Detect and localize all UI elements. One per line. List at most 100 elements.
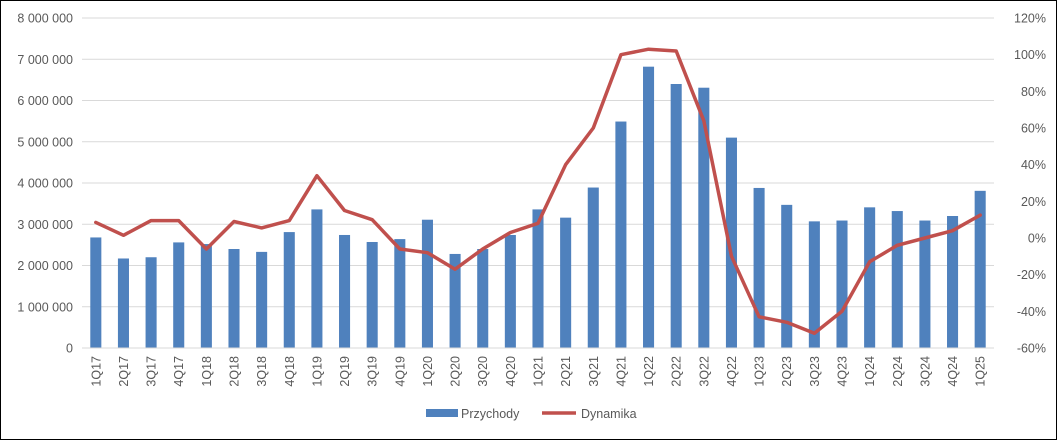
bar-2Q23 bbox=[781, 204, 793, 348]
point-4Q22 bbox=[730, 255, 733, 258]
point-3Q24 bbox=[923, 236, 927, 240]
bar-3Q18 bbox=[256, 251, 268, 348]
point-2Q23 bbox=[785, 321, 788, 324]
point-3Q17 bbox=[149, 219, 153, 222]
left-axis: 0 1 000 000 2 000 000 3 000 000 4 000 000 5 0… bbox=[17, 12, 73, 356]
point-4Q20 bbox=[509, 231, 512, 234]
point-2Q21 bbox=[564, 163, 567, 166]
bar-3Q17 bbox=[145, 257, 157, 348]
bar-4Q19 bbox=[394, 239, 406, 348]
point-3Q21 bbox=[592, 126, 595, 130]
y-left-tick-label: 8 000 000 bbox=[17, 12, 73, 26]
bar-4Q24 bbox=[947, 216, 959, 348]
bar-3Q21 bbox=[587, 187, 599, 348]
bar-1Q25 bbox=[974, 190, 986, 348]
x-tick-label: 1Q20 bbox=[421, 356, 435, 387]
y-left-tick-label: 2 000 000 bbox=[17, 259, 73, 273]
bar-1Q17 bbox=[90, 237, 102, 348]
right-axis: -60% -40% -20% 0% 20% 40% 60% 80% 100% 120% bbox=[1014, 12, 1046, 356]
x-tick-label: 3Q23 bbox=[808, 356, 822, 387]
y-right-tick-label: 100% bbox=[1014, 48, 1046, 62]
point-3Q20 bbox=[481, 247, 484, 251]
y-left-tick-label: 0 bbox=[66, 342, 73, 356]
bar-2Q17 bbox=[117, 258, 129, 348]
point-4Q17 bbox=[177, 219, 180, 222]
point-3Q18 bbox=[260, 226, 263, 230]
x-tick-label: 1Q19 bbox=[310, 356, 324, 387]
y-right-tick-label: 40% bbox=[1021, 158, 1046, 172]
point-2Q22 bbox=[674, 49, 678, 53]
point-1Q19 bbox=[315, 174, 319, 177]
bar-3Q20 bbox=[477, 249, 489, 348]
point-3Q19 bbox=[370, 218, 374, 221]
x-tick-label: 2Q21 bbox=[559, 356, 573, 387]
point-1Q23 bbox=[757, 315, 761, 319]
y-left-tick-label: 3 000 000 bbox=[17, 218, 73, 232]
line-series-dynamika bbox=[94, 47, 982, 336]
bar-1Q20 bbox=[421, 219, 433, 348]
y-right-tick-label: -60% bbox=[1017, 342, 1046, 356]
x-tick-label: 4Q19 bbox=[393, 356, 407, 387]
point-1Q17 bbox=[94, 221, 98, 224]
bar-1Q18 bbox=[200, 244, 212, 348]
bar-1Q22 bbox=[643, 66, 655, 349]
bar-2Q19 bbox=[339, 234, 351, 348]
point-2Q18 bbox=[232, 220, 236, 223]
bar-3Q19 bbox=[366, 241, 378, 348]
bar-1Q21 bbox=[532, 209, 544, 348]
point-1Q24 bbox=[868, 260, 871, 264]
bar-2Q21 bbox=[560, 217, 572, 348]
x-tick-label: 3Q22 bbox=[697, 356, 711, 387]
point-1Q25 bbox=[978, 213, 982, 217]
legend: Przychody Dynamika bbox=[426, 407, 637, 421]
y-right-tick-label: 120% bbox=[1014, 12, 1046, 26]
point-4Q21 bbox=[619, 53, 623, 56]
x-tick-label: 3Q24 bbox=[918, 356, 932, 387]
point-4Q23 bbox=[840, 310, 844, 313]
x-tick-label: 4Q21 bbox=[614, 356, 628, 387]
point-2Q17 bbox=[122, 234, 125, 237]
x-tick-label: 1Q18 bbox=[200, 356, 214, 387]
point-1Q21 bbox=[536, 222, 540, 225]
y-right-tick-label: 60% bbox=[1021, 122, 1046, 136]
bar-series-przychody bbox=[90, 66, 986, 349]
point-1Q20 bbox=[426, 251, 429, 254]
bar-3Q22 bbox=[698, 87, 710, 349]
y-right-tick-label: 20% bbox=[1021, 195, 1046, 209]
bar-4Q20 bbox=[504, 234, 516, 348]
x-tick-label: 1Q22 bbox=[642, 356, 656, 387]
point-2Q20 bbox=[453, 267, 457, 271]
legend-swatch-przychody bbox=[426, 409, 458, 417]
y-right-tick-label: -40% bbox=[1017, 305, 1046, 319]
x-tick-label: 2Q20 bbox=[449, 356, 463, 387]
legend-label-przychody: Przychody bbox=[461, 407, 520, 421]
x-tick-label: 2Q17 bbox=[117, 356, 131, 387]
bar-2Q24 bbox=[891, 211, 903, 348]
bar-4Q21 bbox=[615, 121, 627, 348]
point-4Q18 bbox=[288, 219, 291, 222]
x-tick-label: 4Q18 bbox=[283, 356, 297, 387]
bar-3Q23 bbox=[808, 221, 820, 348]
y-right-tick-label: -20% bbox=[1017, 268, 1046, 282]
y-left-tick-label: 5 000 000 bbox=[17, 135, 73, 149]
x-tick-label: 3Q21 bbox=[587, 356, 601, 387]
x-tick-label: 4Q17 bbox=[172, 356, 186, 387]
x-tick-label: 2Q19 bbox=[338, 356, 352, 387]
y-left-tick-label: 1 000 000 bbox=[17, 300, 73, 314]
bar-2Q18 bbox=[228, 249, 240, 348]
x-tick-label: 2Q22 bbox=[670, 356, 684, 387]
x-tick-label: 1Q17 bbox=[89, 356, 103, 387]
x-tick-label: 4Q23 bbox=[836, 356, 850, 387]
point-4Q19 bbox=[398, 247, 402, 251]
bar-4Q23 bbox=[836, 220, 848, 348]
y-left-tick-label: 6 000 000 bbox=[17, 94, 73, 108]
x-axis: 1Q17 2Q17 3Q17 4Q17 1Q18 2Q18 3Q18 4Q18 1Q19 2Q19… bbox=[82, 347, 994, 387]
bar-4Q17 bbox=[173, 242, 185, 348]
point-2Q19 bbox=[343, 209, 346, 212]
point-4Q24 bbox=[951, 229, 954, 232]
x-tick-label: 2Q24 bbox=[891, 356, 905, 387]
point-2Q24 bbox=[896, 244, 899, 247]
y-left-tick-label: 4 000 000 bbox=[17, 177, 73, 191]
legend-label-dynamika: Dynamika bbox=[581, 407, 637, 421]
